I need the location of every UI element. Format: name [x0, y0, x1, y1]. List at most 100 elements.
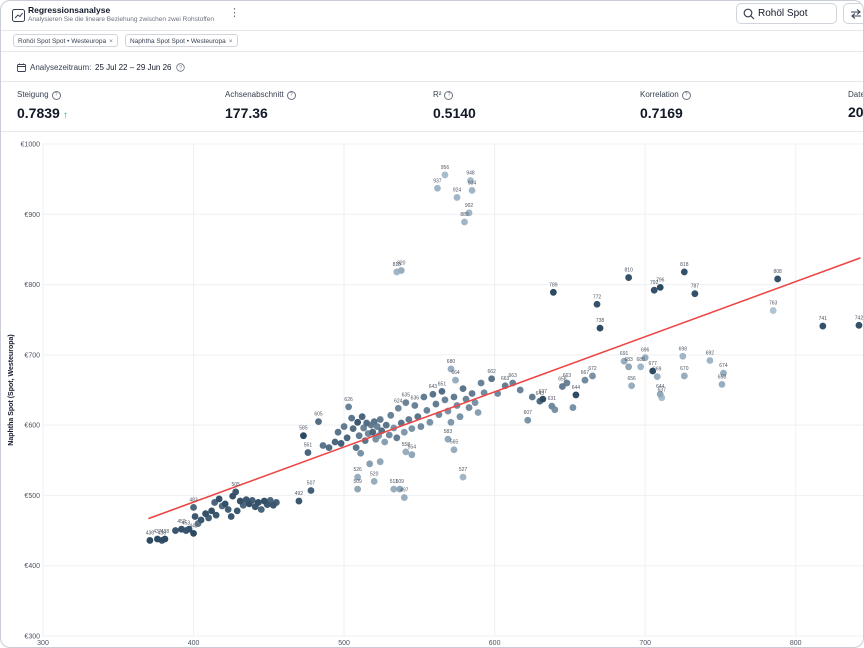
data-label: 670 — [680, 366, 689, 372]
data-point — [372, 435, 380, 443]
x-tick-label: 800 — [790, 640, 802, 647]
y-tick-label: €300 — [24, 634, 40, 641]
data-point — [417, 423, 425, 430]
data-point — [366, 460, 374, 468]
data-label: 792 — [650, 280, 659, 286]
page-title: Regressionsanalyse — [28, 5, 111, 15]
data-point — [215, 495, 223, 503]
data-point — [468, 390, 476, 397]
header: Regressionsanalyse Analysieren Sie die l… — [1, 1, 863, 29]
data-label: 509 — [353, 479, 362, 485]
data-point — [295, 497, 303, 505]
data-label: 692 — [706, 350, 715, 356]
data-label: 436 — [158, 530, 167, 536]
data-label: 483 — [189, 497, 198, 503]
data-point — [212, 511, 220, 519]
data-point — [441, 396, 449, 404]
data-point — [319, 442, 327, 449]
data-point — [245, 500, 253, 508]
period-value[interactable]: 25 Jul 22 – 29 Jun 26 — [95, 63, 172, 72]
data-point — [465, 209, 473, 217]
data-point — [337, 440, 345, 447]
data-label: 902 — [465, 203, 474, 209]
data-point — [774, 275, 782, 283]
data-label: 527 — [459, 467, 468, 473]
data-point — [300, 432, 307, 440]
data-label: 683 — [624, 357, 633, 363]
data-point — [444, 435, 452, 443]
y-tick-label: €400 — [24, 563, 40, 570]
data-point — [397, 267, 405, 274]
data-point — [369, 428, 377, 436]
data-point — [637, 363, 645, 371]
swap-button[interactable] — [843, 3, 863, 24]
data-point — [257, 506, 265, 513]
help-icon[interactable]: ? — [681, 91, 691, 100]
data-point — [593, 300, 601, 308]
remove-chip-icon[interactable]: × — [109, 38, 113, 45]
data-point — [467, 177, 474, 184]
data-label: 631 — [548, 396, 557, 402]
data-label: 658 — [718, 374, 727, 380]
data-point — [459, 473, 467, 481]
data-label: 662 — [487, 369, 496, 375]
data-label: 663 — [501, 376, 510, 382]
filter-chip-label: Rohöl Spot Spot • Westeuropa — [18, 38, 107, 45]
help-icon[interactable]: ? — [51, 91, 61, 100]
data-point — [474, 409, 482, 416]
data-point — [819, 322, 827, 330]
data-point — [450, 393, 458, 401]
data-point — [348, 414, 356, 422]
data-label: 637 — [539, 389, 548, 395]
data-point — [411, 402, 419, 409]
commodity-search[interactable]: Rohöl Spot — [736, 3, 837, 24]
data-point — [233, 507, 241, 515]
data-point — [387, 411, 395, 419]
data-point — [370, 418, 378, 426]
data-point — [548, 402, 556, 410]
more-options-icon[interactable]: ⋮ — [229, 7, 240, 19]
data-point — [307, 487, 315, 494]
data-label: 796 — [656, 277, 665, 283]
data-point — [408, 425, 416, 433]
data-point — [680, 268, 688, 276]
data-point — [572, 391, 580, 399]
remove-chip-icon[interactable]: × — [228, 38, 233, 45]
filter-chip-naphtha[interactable]: Naphtha Spot Spot • Westeuropa × — [125, 34, 238, 47]
stat-value: 0.7839 — [17, 105, 60, 121]
data-point — [352, 444, 360, 452]
data-label: 605 — [314, 412, 323, 418]
data-point — [461, 218, 468, 226]
data-point — [396, 485, 404, 493]
regression-line — [148, 257, 861, 520]
data-label: 438 — [161, 529, 170, 535]
data-point — [650, 286, 658, 294]
data-point — [373, 423, 381, 430]
calendar-icon — [17, 63, 26, 72]
search-input[interactable]: Rohöl Spot — [758, 8, 808, 19]
page-subtitle: Analysieren Sie die lineare Beziehung zw… — [28, 16, 214, 23]
data-point — [471, 399, 479, 407]
stats-divider — [1, 131, 863, 132]
data-point — [569, 404, 577, 411]
data-point — [221, 500, 229, 508]
x-tick-label: 500 — [338, 640, 350, 647]
help-icon[interactable]: ? — [444, 91, 454, 100]
data-point — [236, 497, 244, 505]
filter-chip-crude[interactable]: Rohöl Spot Spot • Westeuropa × — [13, 34, 118, 47]
data-point — [191, 513, 199, 520]
help-icon[interactable]: ? — [176, 63, 185, 72]
data-point — [381, 438, 389, 446]
data-label: 436 — [146, 530, 155, 536]
data-point — [385, 431, 393, 439]
data-point — [625, 363, 633, 371]
help-icon[interactable]: ? — [286, 91, 296, 100]
stat-slope: Steigung? 0.7839 ↑ — [17, 90, 68, 121]
data-point — [402, 448, 410, 456]
data-point — [628, 382, 636, 390]
data-point — [208, 507, 216, 515]
data-label: 937 — [433, 178, 442, 184]
x-tick-label: 300 — [37, 640, 49, 647]
data-label: 889 — [460, 212, 469, 218]
data-label: 789 — [549, 282, 558, 288]
